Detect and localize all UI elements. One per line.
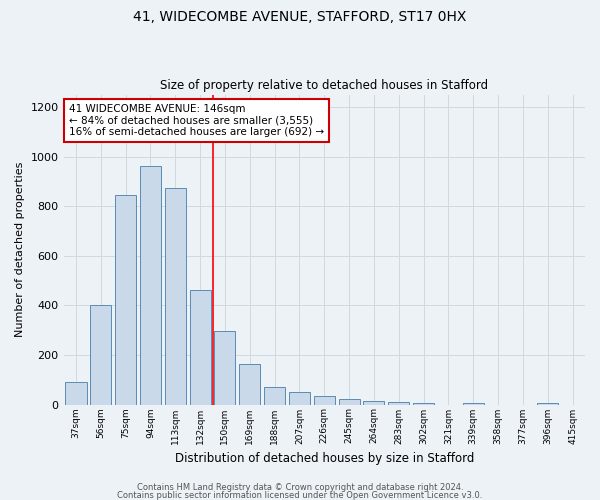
Bar <box>388 402 409 404</box>
Bar <box>115 195 136 404</box>
Text: Contains public sector information licensed under the Open Government Licence v3: Contains public sector information licen… <box>118 490 482 500</box>
Bar <box>165 188 186 404</box>
Y-axis label: Number of detached properties: Number of detached properties <box>15 162 25 337</box>
X-axis label: Distribution of detached houses by size in Stafford: Distribution of detached houses by size … <box>175 452 474 465</box>
Bar <box>537 402 559 404</box>
Text: Contains HM Land Registry data © Crown copyright and database right 2024.: Contains HM Land Registry data © Crown c… <box>137 484 463 492</box>
Bar <box>140 166 161 404</box>
Bar <box>190 290 211 405</box>
Text: 41, WIDECOMBE AVENUE, STAFFORD, ST17 0HX: 41, WIDECOMBE AVENUE, STAFFORD, ST17 0HX <box>133 10 467 24</box>
Bar <box>338 399 359 404</box>
Text: 41 WIDECOMBE AVENUE: 146sqm
← 84% of detached houses are smaller (3,555)
16% of : 41 WIDECOMBE AVENUE: 146sqm ← 84% of det… <box>69 104 324 137</box>
Bar <box>463 402 484 404</box>
Bar <box>289 392 310 404</box>
Bar <box>314 396 335 404</box>
Title: Size of property relative to detached houses in Stafford: Size of property relative to detached ho… <box>160 79 488 92</box>
Bar <box>65 382 86 404</box>
Bar <box>239 364 260 405</box>
Bar <box>264 387 285 404</box>
Bar <box>90 306 112 404</box>
Bar <box>364 401 385 404</box>
Bar <box>413 402 434 404</box>
Bar <box>214 332 235 404</box>
